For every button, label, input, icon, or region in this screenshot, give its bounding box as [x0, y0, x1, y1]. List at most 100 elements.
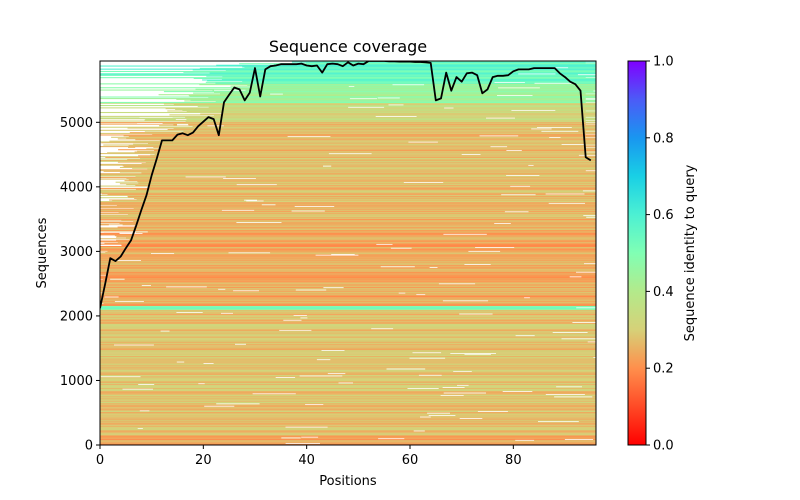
heatmap-gap	[552, 331, 588, 333]
heatmap-row	[100, 402, 596, 404]
heatmap-row	[100, 298, 596, 300]
heatmap-gap	[376, 243, 393, 245]
heatmap-row	[100, 329, 596, 331]
heatmap-row	[183, 130, 586, 132]
heatmap-row	[100, 401, 596, 403]
heatmap-row	[274, 63, 596, 66]
heatmap-gap	[377, 97, 400, 99]
heatmap-gap	[413, 430, 425, 432]
heatmap-gap	[427, 412, 450, 414]
heatmap-row	[100, 197, 596, 199]
heatmap-row	[100, 74, 596, 76]
heatmap-row	[100, 229, 596, 231]
heatmap-gap	[572, 321, 596, 323]
heatmap-row	[100, 263, 596, 265]
heatmap-row	[100, 87, 596, 89]
y-tick-label: 4000	[60, 180, 93, 195]
heatmap-row	[100, 214, 596, 217]
heatmap-row	[208, 106, 596, 108]
heatmap-row	[100, 309, 596, 311]
heatmap-row	[220, 93, 586, 95]
heatmap-row	[100, 264, 596, 266]
heatmap-row	[100, 338, 596, 340]
heatmap-row	[100, 308, 596, 310]
heatmap-gap	[138, 383, 155, 385]
heatmap-row	[100, 263, 596, 265]
heatmap-row	[119, 166, 596, 169]
heatmap-row	[148, 142, 596, 145]
heatmap-row	[126, 137, 596, 139]
heatmap-gap	[564, 438, 594, 440]
heatmap-row	[100, 266, 596, 268]
heatmap-row	[100, 378, 596, 380]
heatmap-row	[100, 345, 596, 347]
heatmap-row	[100, 386, 596, 388]
heatmap-row	[159, 147, 596, 149]
heatmap-row	[100, 282, 596, 284]
heatmap-row	[100, 441, 596, 443]
heatmap-gap	[285, 426, 328, 428]
heatmap-gap	[506, 149, 522, 151]
heatmap-row	[100, 415, 596, 417]
heatmap-gap	[528, 164, 534, 166]
heatmap-row	[100, 368, 596, 370]
colorbar	[627, 60, 647, 446]
heatmap-row	[100, 376, 596, 378]
heatmap-row	[100, 358, 596, 360]
heatmap-row	[100, 387, 596, 389]
heatmap-gap	[440, 394, 464, 396]
heatmap-gap	[139, 410, 150, 412]
heatmap-row	[100, 398, 596, 400]
heatmap-row	[103, 231, 596, 233]
heatmap-gap	[531, 128, 552, 130]
heatmap-gap	[321, 349, 345, 351]
y-tick-label: 2000	[60, 309, 93, 324]
heatmap-row	[100, 383, 596, 385]
heatmap-row	[100, 372, 596, 374]
heatmap-row	[100, 297, 596, 299]
heatmap-row	[100, 331, 596, 333]
heatmap-row	[100, 317, 596, 320]
heatmap-gap	[299, 375, 343, 377]
heatmap-row	[116, 204, 596, 206]
heatmap-row	[189, 95, 596, 97]
heatmap-gap	[160, 330, 170, 332]
heatmap-gap	[506, 174, 540, 176]
heatmap-row	[100, 426, 596, 428]
heatmap-row	[115, 181, 596, 183]
heatmap-gap	[518, 73, 556, 75]
heatmap-row	[215, 82, 596, 84]
heatmap-row	[100, 273, 596, 275]
heatmap-row	[100, 328, 596, 330]
heatmap-row	[221, 78, 596, 80]
heatmap-gap	[176, 361, 185, 363]
heatmap-gap	[584, 263, 596, 265]
heatmap-row	[100, 249, 596, 251]
y-tick-label: 3000	[60, 245, 93, 260]
heatmap-gap	[577, 74, 596, 76]
heatmap-row	[100, 324, 596, 326]
heatmap-row	[100, 158, 596, 160]
heatmap-row	[100, 403, 596, 405]
heatmap-row	[100, 427, 596, 429]
heatmap-row	[100, 381, 596, 383]
heatmap-gap	[443, 392, 486, 394]
heatmap-row	[209, 72, 596, 74]
colorbar-tick-label: 0.4	[653, 285, 674, 300]
heatmap-row	[135, 176, 596, 178]
heatmap-row	[100, 212, 596, 214]
heatmap-row	[100, 321, 596, 323]
heatmap-row	[100, 362, 596, 364]
heatmap-row	[100, 256, 596, 258]
heatmap-row	[100, 310, 596, 312]
heatmap-row	[100, 353, 596, 355]
heatmap-row	[100, 438, 596, 440]
heatmap-gap	[177, 124, 189, 126]
heatmap-row	[136, 198, 596, 200]
heatmap-row	[100, 340, 596, 342]
heatmap-row	[193, 77, 596, 79]
heatmap-row	[100, 375, 596, 377]
heatmap-row	[100, 259, 596, 261]
heatmap-gap	[498, 87, 540, 89]
heatmap-row	[195, 88, 596, 90]
